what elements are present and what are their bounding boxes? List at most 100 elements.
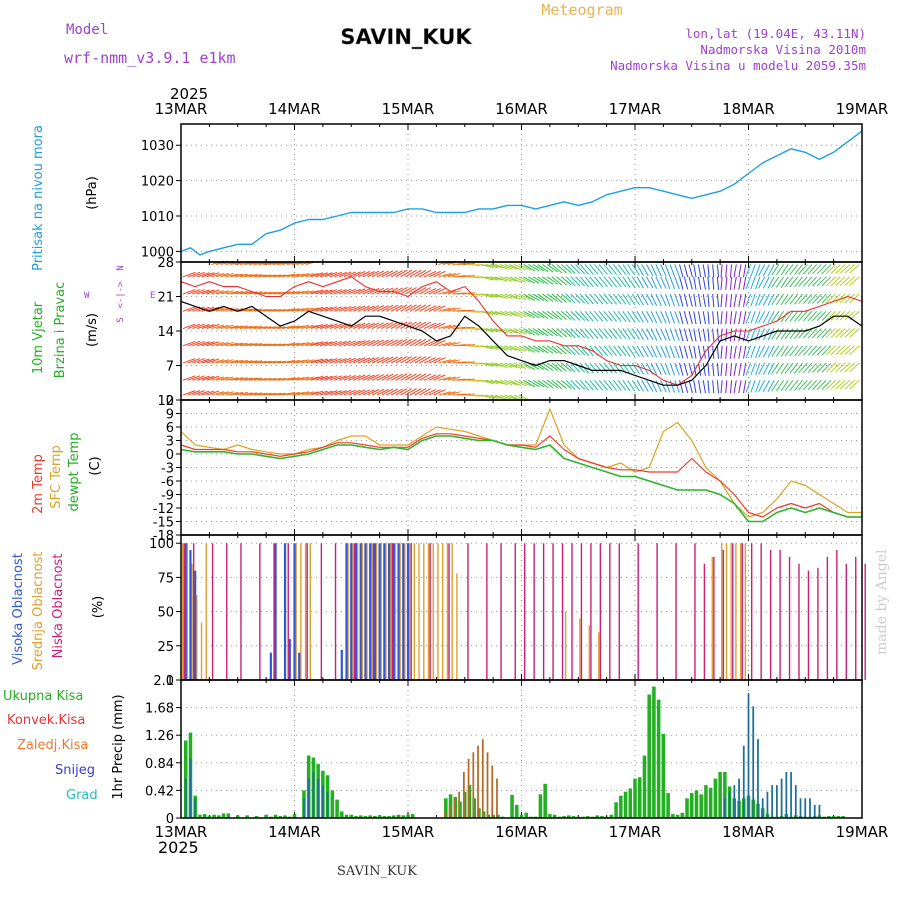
wind-arrow: [201, 358, 215, 364]
wind-arrow: [762, 264, 770, 277]
total-precip-bar: [344, 814, 349, 818]
wind-arrow: [561, 276, 572, 286]
wind-arrow: [556, 264, 567, 274]
wind-arrow: [650, 276, 658, 289]
wind-arrow: [215, 376, 229, 381]
snow-precip-bar: [317, 778, 320, 818]
wind-arrow: [720, 362, 723, 377]
wind-arrow: [319, 306, 333, 312]
wind-arrow: [282, 391, 296, 396]
wind-arrow: [655, 311, 662, 324]
snow-precip-bar: [738, 778, 740, 818]
wind-speed-line: [180, 300, 863, 386]
wind-arrow: [504, 310, 517, 317]
total-precip-bar: [217, 815, 221, 818]
wind-arrow: [725, 276, 728, 290]
wind-arrow: [636, 328, 644, 341]
wind-arrow: [683, 264, 689, 278]
wind-arrow: [807, 379, 818, 391]
wind-arrow: [546, 328, 559, 337]
wind-arrow: [319, 375, 333, 381]
wind-arrow: [849, 379, 860, 390]
wind-arrow: [789, 362, 799, 374]
wind-arrow: [844, 264, 855, 274]
wind-arrow: [720, 311, 723, 325]
wind-arrow: [816, 310, 827, 321]
wind-arrow: [263, 326, 277, 330]
wind-arrow: [301, 376, 314, 381]
wind-arrow: [494, 379, 508, 386]
wind-arrow: [215, 290, 229, 295]
wind-arrow: [646, 276, 654, 289]
wind-arrow: [291, 359, 305, 364]
wind-arrow: [641, 276, 649, 289]
wind-arrow: [348, 340, 361, 347]
wind-arrow: [268, 392, 282, 396]
wind-arrow: [646, 264, 654, 276]
wind-arrow: [707, 380, 710, 394]
wind-arrow: [733, 311, 737, 325]
wind-arrow: [636, 345, 644, 358]
wind-arrow: [438, 376, 452, 381]
wind-arrow: [844, 362, 855, 373]
wind-arrow: [215, 341, 229, 347]
wind-arrow: [733, 362, 737, 376]
wind-arrow: [669, 328, 676, 341]
wind-arrow: [807, 276, 818, 287]
wind-arrow: [542, 310, 554, 320]
total-precip-bar: [585, 816, 590, 818]
temperature-ytick-label: -12: [153, 502, 174, 517]
wind-arrow: [187, 390, 201, 396]
wind-arrow: [565, 310, 576, 321]
wind-arrow: [655, 328, 662, 341]
conv-precip-bar: [477, 745, 479, 818]
wind-arrow: [655, 380, 662, 393]
wind-arrow: [664, 362, 671, 376]
wind-arrow: [603, 328, 613, 339]
precip-ytick-label: 0.42: [145, 784, 174, 799]
wind-arrow: [419, 373, 431, 381]
wind-arrow: [575, 310, 586, 321]
wind-arrow: [767, 328, 775, 341]
wind-arrow: [249, 325, 263, 330]
wind-arrow: [771, 380, 780, 392]
wind-arrow: [551, 264, 563, 274]
wind-arrow: [821, 362, 832, 373]
wind-arrow: [802, 310, 813, 322]
conv-precip-bar: [462, 772, 465, 818]
wind-arrow: [263, 392, 277, 396]
clouds-ytick-label: 50: [157, 606, 174, 621]
wind-arrow: [442, 307, 456, 312]
wind-arrow: [249, 343, 263, 347]
wind-arrow: [589, 328, 599, 339]
wind-arrow: [839, 362, 851, 373]
wind-arrow: [187, 358, 201, 364]
wind-arrow: [215, 324, 229, 330]
wind-arrow: [798, 328, 808, 339]
wind-arrow: [447, 341, 461, 347]
wind-arrow: [353, 374, 366, 381]
wind-arrow: [636, 264, 644, 276]
wind-arrow: [664, 380, 671, 393]
wind-arrow: [272, 360, 286, 364]
wind-arrow: [812, 362, 822, 373]
wind-arrow: [480, 276, 494, 281]
wind-arrow: [357, 357, 371, 364]
wind-arrow: [650, 362, 658, 376]
wind-arrow: [268, 360, 282, 364]
wind-arrow: [603, 379, 613, 391]
wind-arrow: [371, 305, 385, 312]
wind-arrow: [807, 362, 818, 374]
wind-arrow: [192, 271, 205, 278]
wind-arrow: [428, 322, 441, 329]
total-precip-bar: [623, 791, 628, 818]
wind-arrow: [830, 362, 841, 373]
wind-arrow: [729, 293, 733, 308]
wind-arrow: [367, 287, 380, 295]
snow-precip-bar: [189, 758, 192, 818]
wind-arrow: [750, 328, 756, 341]
total-precip-bar: [595, 815, 599, 818]
wind-arrow: [239, 291, 253, 295]
wind-arrow: [268, 326, 282, 330]
wind-arrow: [390, 339, 403, 347]
